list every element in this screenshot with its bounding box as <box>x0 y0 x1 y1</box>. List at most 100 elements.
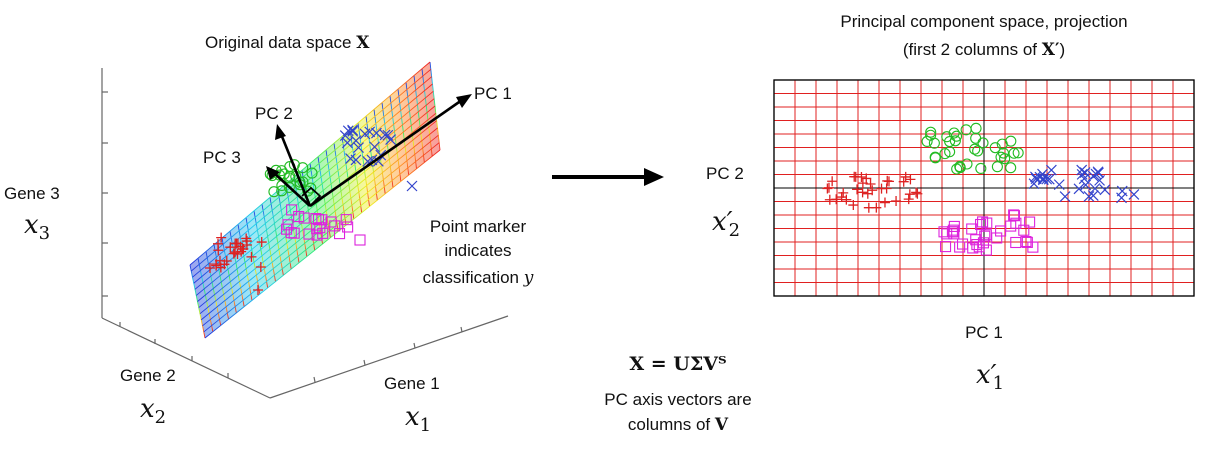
circle-marker <box>991 161 1003 173</box>
square-marker <box>970 234 982 246</box>
square-marker <box>354 234 366 246</box>
circle-marker <box>928 137 940 149</box>
circle-marker <box>921 135 933 148</box>
plus-marker <box>898 176 909 187</box>
plus-marker <box>865 179 876 190</box>
plus-marker <box>876 183 887 194</box>
plus-marker <box>857 187 868 198</box>
cross-marker <box>350 154 362 166</box>
cross-marker <box>1059 191 1071 202</box>
cross-marker <box>1099 184 1111 196</box>
cross-marker <box>372 155 384 167</box>
square-marker <box>1008 209 1020 221</box>
square-marker <box>946 226 958 238</box>
cross-marker <box>382 129 394 141</box>
plus-marker <box>905 174 916 185</box>
axis-x-symbol: x1 <box>405 402 431 436</box>
circle-marker <box>944 146 956 158</box>
circle-marker <box>939 148 951 160</box>
circle-marker <box>929 151 941 163</box>
circle-marker <box>1012 147 1024 159</box>
square-marker <box>977 216 989 228</box>
cross-marker <box>1045 164 1057 176</box>
plus-marker <box>216 232 227 243</box>
square-marker <box>1021 236 1033 248</box>
cross-marker <box>1116 185 1128 197</box>
right-title-line1: Principal component space, projection <box>840 12 1127 31</box>
square-marker <box>293 210 305 223</box>
plus-marker <box>255 262 266 273</box>
axis-y-label: Gene 2 <box>120 366 176 385</box>
plus-marker <box>241 233 252 244</box>
square-marker <box>939 241 952 253</box>
circle-marker <box>941 131 953 143</box>
square-marker <box>966 223 978 235</box>
square-marker <box>938 226 950 238</box>
plus-marker <box>900 171 911 182</box>
plus-marker <box>863 202 874 213</box>
svg-text:indicates: indicates <box>444 241 511 260</box>
right-arrow-icon <box>552 168 664 186</box>
square-marker <box>1008 210 1021 222</box>
square-marker <box>956 238 969 250</box>
square-marker <box>1010 236 1022 249</box>
cross-marker <box>1090 168 1102 180</box>
plus-marker <box>213 245 224 256</box>
circle-marker <box>977 137 989 149</box>
svg-text:classification y: classification y <box>423 268 534 288</box>
cross-marker <box>1073 183 1085 195</box>
axis-z-symbol: x3 <box>24 210 50 244</box>
marker-annotation: Point marker indicates classification y <box>423 217 534 288</box>
circle-marker <box>1005 162 1017 174</box>
cross-marker <box>359 128 371 140</box>
plus-marker <box>827 176 838 187</box>
svg-text:columns of V: columns of V <box>628 415 729 435</box>
plus-marker <box>231 238 242 249</box>
plus-marker <box>856 172 867 183</box>
cross-marker <box>406 180 418 192</box>
square-marker <box>973 241 985 253</box>
plus-marker <box>879 197 890 208</box>
cross-marker <box>339 130 351 141</box>
circle-marker <box>969 143 981 155</box>
cross-marker <box>1083 190 1095 202</box>
svg-text:Point marker: Point marker <box>430 217 527 236</box>
pc2-label: PC 2 <box>255 104 293 123</box>
circle-marker <box>954 161 966 173</box>
plus-marker <box>838 187 849 198</box>
square-marker <box>286 204 298 216</box>
circle-marker <box>276 185 288 197</box>
square-marker <box>325 216 337 228</box>
cross-marker <box>1029 171 1041 183</box>
square-marker <box>981 217 993 229</box>
square-marker <box>333 228 346 240</box>
pc2-axis-symbol: x′2 <box>712 207 740 241</box>
cross-marker <box>1037 168 1048 180</box>
cross-marker <box>1094 174 1105 186</box>
plus-marker <box>904 189 915 200</box>
plus-marker <box>205 263 215 273</box>
circle-marker <box>305 182 317 194</box>
svg-text:PC axis vectors are: PC axis vectors are <box>604 390 751 409</box>
cross-marker <box>1089 183 1101 194</box>
circle-marker <box>951 163 963 175</box>
cross-marker <box>371 127 382 139</box>
square-marker <box>311 229 323 241</box>
circle-marker <box>972 145 984 157</box>
cross-marker <box>379 129 391 141</box>
plus-marker <box>238 243 249 254</box>
cross-marker <box>1053 179 1065 191</box>
right-title-line2: (first 2 columns of X′) <box>903 40 1065 60</box>
square-marker <box>303 228 315 240</box>
plus-marker <box>903 194 914 205</box>
circle-marker <box>970 122 982 134</box>
cross-marker <box>341 137 353 149</box>
plus-marker <box>822 183 833 194</box>
pc1-axis-symbol: x′1 <box>976 360 1004 394</box>
axis-x-label: Gene 1 <box>384 374 440 393</box>
plus-marker <box>841 194 852 205</box>
square-marker <box>310 213 322 225</box>
pc3-label: PC 3 <box>203 148 241 167</box>
cross-marker <box>350 135 362 147</box>
